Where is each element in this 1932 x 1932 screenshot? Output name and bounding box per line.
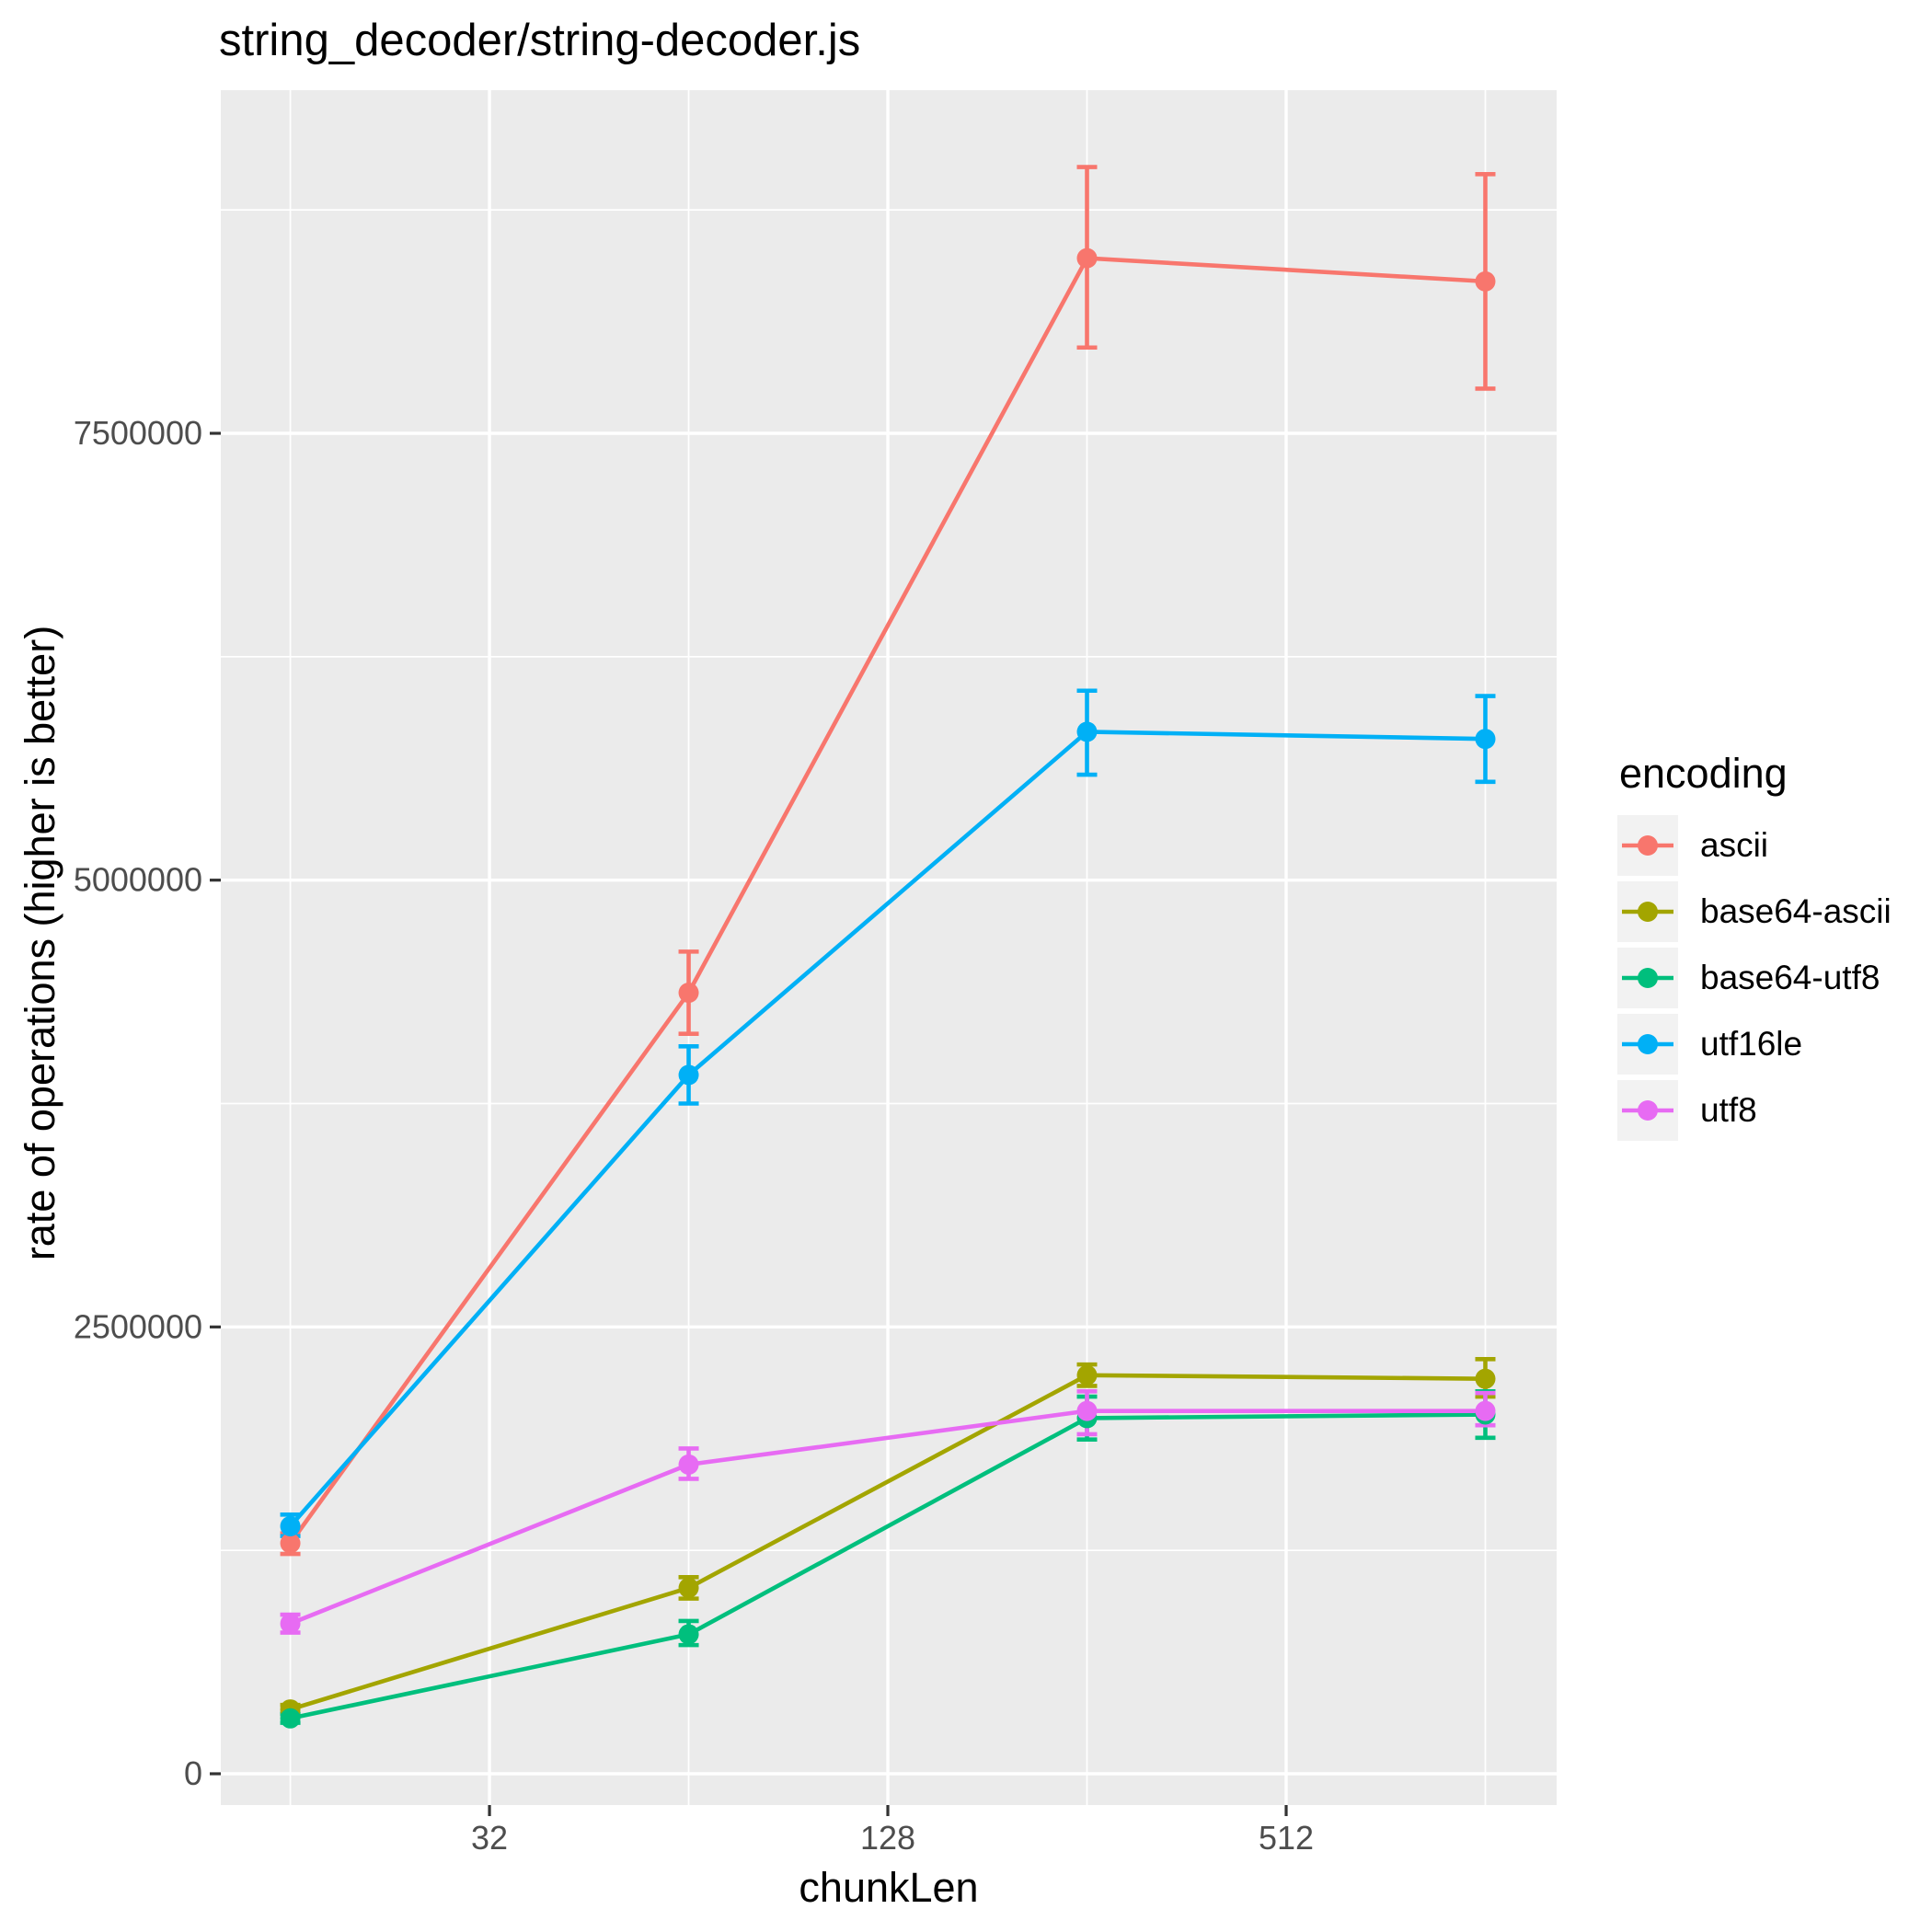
legend-key-icon bbox=[1617, 1079, 1678, 1141]
data-point-utf16le bbox=[1076, 721, 1098, 742]
y-tick-label: 2500000 bbox=[74, 1307, 202, 1345]
series-line-utf8 bbox=[289, 1409, 1486, 1626]
data-point-base64-ascii bbox=[1475, 1368, 1496, 1389]
data-point-base64-utf8 bbox=[678, 1624, 699, 1645]
x-tick-label: 32 bbox=[471, 1819, 508, 1857]
chart-title: string_decoder/string-decoder.js bbox=[219, 16, 861, 65]
y-tick-label: 0 bbox=[184, 1754, 202, 1792]
data-point-utf8 bbox=[1475, 1400, 1496, 1421]
legend-key-icon bbox=[1617, 814, 1678, 876]
data-point-utf16le bbox=[678, 1064, 699, 1086]
legend-label: utf8 bbox=[1700, 1090, 1757, 1129]
legend-item-utf8: utf8 bbox=[1617, 1079, 1892, 1141]
legend-items: ascii base64-ascii base64-utf8 utf16le utf8 bbox=[1617, 814, 1892, 1141]
data-point-ascii bbox=[678, 983, 699, 1004]
y-tick-label: 5000000 bbox=[74, 861, 202, 899]
series-line-base64-utf8 bbox=[290, 1412, 1486, 1721]
data-point-utf8 bbox=[280, 1613, 301, 1634]
data-point-utf8 bbox=[678, 1454, 699, 1475]
legend-label: utf16le bbox=[1700, 1024, 1803, 1063]
x-tick-label: 128 bbox=[860, 1819, 915, 1857]
data-point-base64-ascii bbox=[1076, 1364, 1098, 1386]
legend-title: encoding bbox=[1619, 750, 1788, 797]
x-tick-label: 512 bbox=[1259, 1819, 1314, 1857]
y-axis-title: rate of operations (higher is better) bbox=[17, 625, 63, 1261]
data-point-ascii bbox=[1475, 270, 1496, 292]
legend-item-utf16le: utf16le bbox=[1617, 1013, 1892, 1075]
data-point-base64-utf8 bbox=[280, 1708, 301, 1729]
x-axis-title: chunkLen bbox=[799, 1864, 979, 1911]
legend-item-ascii: ascii bbox=[1617, 814, 1892, 876]
legend-key-icon bbox=[1617, 880, 1678, 942]
data-point-ascii bbox=[280, 1533, 301, 1554]
series-line-base64-ascii bbox=[289, 1373, 1486, 1712]
legend-item-base64-utf8: base64-utf8 bbox=[1617, 947, 1892, 1008]
legend-label: ascii bbox=[1700, 825, 1769, 864]
data-point-utf8 bbox=[1076, 1400, 1098, 1421]
series-line-utf16le bbox=[288, 730, 1486, 1528]
legend-key-icon bbox=[1617, 947, 1678, 1008]
legend: encoding ascii base64-ascii base64-utf8 utf… bbox=[1617, 751, 1892, 1146]
data-point-base64-ascii bbox=[678, 1577, 699, 1598]
legend-label: base64-ascii bbox=[1700, 891, 1892, 930]
data-point-utf16le bbox=[280, 1515, 301, 1536]
legend-key-icon bbox=[1617, 1013, 1678, 1075]
series-line-ascii bbox=[288, 256, 1486, 1545]
data-point-utf16le bbox=[1475, 729, 1496, 750]
data-point-ascii bbox=[1076, 247, 1098, 269]
y-tick-label: 7500000 bbox=[74, 414, 202, 452]
legend-label: base64-utf8 bbox=[1700, 958, 1880, 996]
legend-item-base64-ascii: base64-ascii bbox=[1617, 880, 1892, 942]
